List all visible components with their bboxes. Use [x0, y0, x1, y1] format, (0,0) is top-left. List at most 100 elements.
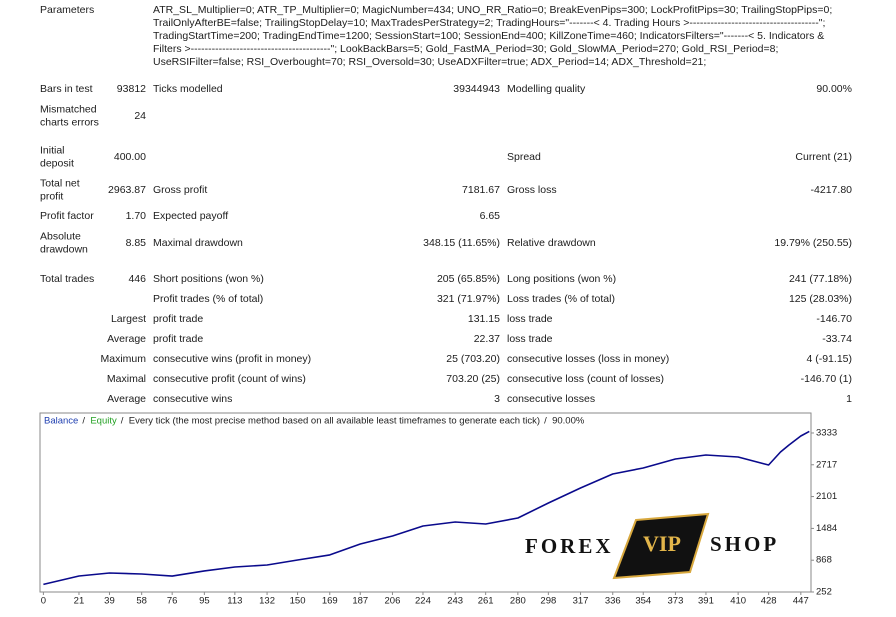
x-tick-label: 280	[510, 596, 526, 607]
x-tick-label: 354	[635, 596, 651, 607]
balance-line	[43, 430, 810, 586]
field-label: Relative drawdown	[507, 237, 596, 249]
header-separator: /	[82, 416, 85, 427]
field-value: 6.65	[480, 210, 501, 222]
x-tick-label: 0	[41, 596, 46, 607]
x-tick-label: 298	[540, 596, 556, 607]
row-value: 93812	[117, 83, 146, 95]
chart-header: Every tick (the most precise method base…	[129, 416, 540, 427]
row-label: drawdown	[40, 243, 88, 255]
field-label: Modelling quality	[507, 83, 586, 95]
field-label: consecutive loss (count of losses)	[507, 373, 664, 385]
x-tick-label: 95	[199, 596, 210, 607]
field-label: loss trade	[507, 313, 553, 325]
field-label: loss trade	[507, 333, 553, 345]
row-value: 400.00	[114, 151, 146, 163]
field-label: Profit trades (% of total)	[153, 293, 263, 305]
x-tick-label: 336	[605, 596, 621, 607]
row-value: Average	[107, 333, 146, 345]
x-tick-label: 410	[730, 596, 746, 607]
row-label: charts errors	[40, 116, 99, 128]
row-value: 446	[128, 273, 146, 285]
x-tick-label: 206	[385, 596, 401, 607]
x-tick-label: 428	[761, 596, 777, 607]
watermark-center: VIP	[643, 531, 681, 556]
watermark-badge	[612, 512, 710, 580]
row-label: Absolute	[40, 230, 81, 242]
y-tick-label: 1484	[816, 523, 837, 534]
parameters-label: Parameters	[40, 4, 94, 16]
header-separator: /	[544, 416, 547, 427]
field-label: profit trade	[153, 313, 203, 325]
row-value: Maximal	[107, 373, 146, 385]
field-value: 19.79% (250.55)	[774, 237, 852, 249]
parameter-line: Filters >-------------------------------…	[153, 43, 778, 55]
x-tick-label: 150	[290, 596, 306, 607]
x-tick-label: 224	[415, 596, 431, 607]
header-separator: /	[121, 416, 124, 427]
field-label: consecutive profit (count of wins)	[153, 373, 306, 385]
field-value: 321 (71.97%)	[437, 293, 500, 305]
field-value: 90.00%	[816, 83, 852, 95]
parameter-line: TrailOnlyAfterBE=false; TrailingStopDela…	[153, 17, 825, 29]
x-tick-label: 187	[352, 596, 368, 607]
parameter-line: ATR_SL_Multiplier=0; ATR_TP_Multiplier=0…	[153, 4, 832, 16]
x-tick-label: 243	[447, 596, 463, 607]
field-value: 131.15	[468, 313, 500, 325]
field-label: Expected payoff	[153, 210, 228, 222]
field-label: Ticks modelled	[153, 83, 223, 95]
y-tick-label: 2717	[816, 459, 837, 470]
watermark: FOREX VIP SHOP	[525, 512, 779, 580]
chart-header: Balance	[44, 416, 78, 427]
field-value: 3	[494, 393, 500, 405]
field-value: 241 (77.18%)	[789, 273, 852, 285]
field-value: 25 (703.20)	[446, 353, 500, 365]
field-value: 7181.67	[462, 184, 500, 196]
field-value: 348.15 (11.65%)	[423, 237, 500, 249]
row-value: Average	[107, 393, 146, 405]
x-tick-label: 39	[104, 596, 115, 607]
chart-header: 90.00%	[552, 416, 585, 427]
field-value: -33.74	[822, 333, 852, 345]
field-value: 4 (-91.15)	[806, 353, 852, 365]
row-label: Total trades	[40, 273, 94, 285]
row-label: Mismatched	[40, 103, 97, 115]
row-label: profit	[40, 190, 63, 202]
y-tick-label: 2101	[816, 491, 837, 502]
field-label: Long positions (won %)	[507, 273, 616, 285]
x-tick-label: 21	[74, 596, 85, 607]
y-tick-label: 868	[816, 555, 832, 566]
field-label: Gross loss	[507, 184, 557, 196]
field-value: 22.37	[474, 333, 500, 345]
x-tick-label: 169	[322, 596, 338, 607]
field-label: consecutive losses	[507, 393, 595, 405]
x-tick-label: 317	[573, 596, 589, 607]
field-value: Current (21)	[795, 151, 852, 163]
x-tick-label: 132	[259, 596, 275, 607]
x-tick-label: 447	[793, 596, 809, 607]
row-label: Profit factor	[40, 210, 94, 222]
chart-header: Equity	[90, 416, 117, 427]
field-value: -146.70	[816, 313, 852, 325]
row-value: Largest	[111, 313, 146, 325]
x-tick-label: 58	[136, 596, 147, 607]
watermark-right: SHOP	[710, 532, 779, 556]
field-value: 205 (65.85%)	[437, 273, 500, 285]
field-label: Gross profit	[153, 184, 207, 196]
field-value: 1	[846, 393, 852, 405]
field-label: consecutive losses (loss in money)	[507, 353, 669, 365]
field-value: -4217.80	[811, 184, 853, 196]
row-label: Initial	[40, 144, 65, 156]
field-label: Loss trades (% of total)	[507, 293, 615, 305]
field-label: consecutive wins	[153, 393, 232, 405]
x-tick-label: 373	[668, 596, 684, 607]
field-value: 125 (28.03%)	[789, 293, 852, 305]
field-label: Spread	[507, 151, 541, 163]
x-tick-label: 113	[227, 596, 242, 607]
x-tick-label: 261	[478, 596, 494, 607]
y-tick-label: 252	[816, 587, 832, 598]
x-tick-label: 76	[167, 596, 178, 607]
chart-frame	[39, 412, 812, 593]
row-value: 2963.87	[108, 184, 146, 196]
